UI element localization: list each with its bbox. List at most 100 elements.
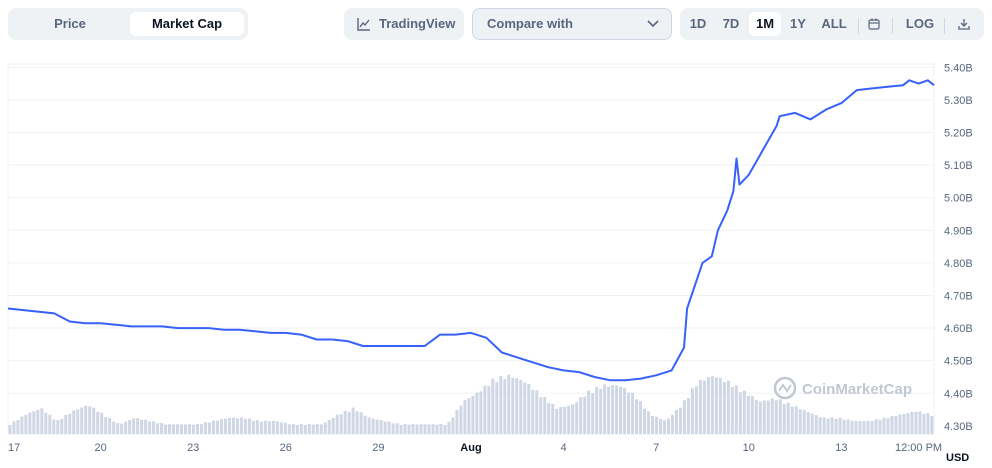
volume-bar	[682, 400, 686, 434]
volume-bar	[587, 390, 591, 434]
volume-bar	[806, 412, 810, 434]
volume-bar	[395, 423, 399, 434]
volume-bar	[44, 412, 48, 434]
volume-bar	[347, 411, 351, 434]
volume-bar	[363, 415, 367, 434]
volume-bar	[239, 417, 243, 434]
volume-bar	[535, 390, 539, 434]
volume-bar	[854, 420, 858, 434]
volume-bar	[527, 383, 531, 434]
volume-bar	[762, 400, 766, 434]
volume-bar	[255, 420, 259, 434]
volume-bar	[152, 421, 156, 434]
volume-bar	[76, 409, 80, 434]
volume-bar	[339, 414, 343, 434]
y-tick-label: 5.20B	[944, 127, 973, 139]
volume-bar	[291, 424, 295, 434]
volume-bar	[287, 424, 291, 434]
volume-bar	[112, 421, 116, 434]
volume-bar	[383, 421, 387, 434]
volume-bar	[878, 419, 882, 434]
volume-bar	[211, 420, 215, 434]
volume-bar	[375, 419, 379, 434]
volume-bar	[914, 411, 918, 434]
download-button[interactable]	[952, 12, 976, 36]
volume-bar	[547, 403, 551, 434]
volume-bar	[415, 424, 419, 434]
volume-bar	[323, 422, 327, 434]
view-toggle: Price Market Cap	[8, 8, 248, 40]
volume-bar	[307, 424, 311, 434]
volume-bar	[72, 410, 76, 434]
volume-bar	[215, 420, 219, 434]
volume-bar	[455, 409, 459, 434]
volume-bar	[251, 420, 255, 434]
volume-bar	[463, 400, 467, 434]
volume-bar	[399, 424, 403, 434]
volume-bar	[180, 424, 184, 434]
volume-bar	[223, 418, 227, 434]
volume-bar	[694, 386, 698, 434]
compare-with-select[interactable]: Compare with	[472, 8, 672, 40]
volume-bar	[746, 395, 750, 434]
volume-bar	[894, 416, 898, 434]
range-all[interactable]: ALL	[821, 16, 847, 31]
tab-price[interactable]: Price	[54, 16, 86, 31]
volume-bar	[886, 418, 890, 434]
range-1d[interactable]: 1D	[689, 16, 707, 31]
volume-bar	[379, 420, 383, 434]
volume-bar	[195, 424, 199, 434]
volume-bar	[411, 424, 415, 434]
calendar-button[interactable]	[862, 12, 886, 36]
volume-bar	[271, 420, 275, 434]
volume-bar	[80, 407, 84, 434]
volume-bar	[403, 424, 407, 434]
volume-bar	[88, 406, 92, 434]
volume-bar	[499, 376, 503, 434]
volume-bar	[750, 396, 754, 434]
x-tick-label: 26	[280, 442, 292, 454]
volume-bar	[710, 376, 714, 434]
volume-bar	[726, 380, 730, 434]
volume-bar	[706, 377, 710, 434]
volume-bar	[100, 412, 104, 434]
volume-bar	[136, 418, 140, 434]
volume-bar	[427, 424, 431, 434]
range-1m[interactable]: 1M	[749, 12, 781, 36]
volume-bar	[275, 421, 279, 434]
tab-market-cap[interactable]: Market Cap	[130, 12, 244, 36]
volume-bar	[355, 411, 359, 434]
volume-bar	[790, 406, 794, 434]
volume-bar	[850, 420, 854, 434]
volume-bar	[16, 420, 20, 434]
volume-bar	[874, 419, 878, 434]
volume-bar	[690, 388, 694, 434]
volume-bar	[172, 424, 176, 434]
range-1y[interactable]: 1Y	[790, 16, 806, 31]
volume-bars	[8, 374, 934, 434]
volume-bar	[367, 417, 371, 434]
volume-bar	[898, 414, 902, 434]
volume-bar	[327, 419, 331, 434]
x-tick-label: 20	[94, 442, 106, 454]
toolbar-divider	[858, 18, 859, 34]
volume-bar	[507, 374, 511, 434]
volume-bar	[231, 417, 235, 434]
tradingview-button[interactable]: TradingView	[344, 8, 464, 40]
x-axis: 17 20 23 26 29 Aug 4 7 10 13 12:00 PM	[8, 442, 942, 454]
volume-bar	[830, 417, 834, 434]
coinmarketcap-logo-icon	[773, 376, 797, 400]
volume-bar	[24, 414, 28, 434]
volume-bar	[922, 413, 926, 434]
log-scale-toggle[interactable]: LOG	[905, 16, 935, 31]
volume-bar	[906, 413, 910, 434]
volume-bar	[890, 415, 894, 434]
volume-bar	[734, 385, 738, 434]
range-7d[interactable]: 7D	[722, 16, 740, 31]
volume-bar	[655, 416, 658, 434]
volume-bar	[611, 385, 615, 434]
price-series	[7, 79, 935, 382]
volume-bar	[259, 421, 263, 434]
volume-bar	[299, 424, 303, 434]
